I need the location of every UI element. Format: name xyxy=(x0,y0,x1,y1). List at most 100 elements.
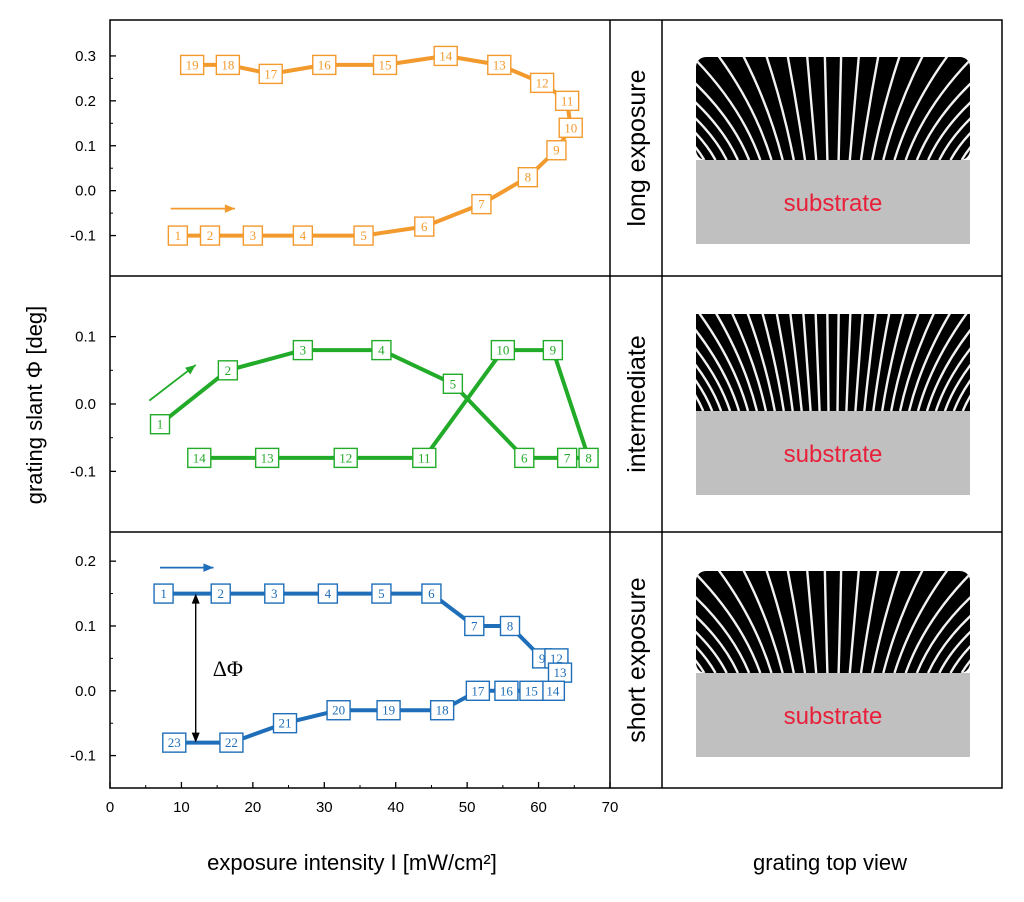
data-point: 13 xyxy=(487,54,512,76)
grating-line xyxy=(814,314,821,411)
point-marker xyxy=(578,447,599,469)
substrate-block xyxy=(696,673,970,757)
point-marker xyxy=(514,447,535,469)
grating-line xyxy=(961,394,970,411)
grating-background xyxy=(696,57,970,160)
point-label: 12 xyxy=(339,450,352,465)
x-tick-label: 40 xyxy=(387,799,404,816)
grating-line xyxy=(898,314,935,411)
row-label: intermediate xyxy=(623,335,651,473)
data-point: 20 xyxy=(326,700,351,721)
point-marker xyxy=(167,225,189,246)
point-label: 21 xyxy=(279,716,292,731)
direction-arrow-head xyxy=(224,204,235,213)
point-label: 6 xyxy=(428,586,435,601)
data-point: 15 xyxy=(519,680,544,701)
y-tick-label: -0.1 xyxy=(70,228,96,245)
data-point: 15 xyxy=(372,54,398,76)
point-marker xyxy=(414,216,435,237)
grating-line xyxy=(740,571,784,673)
point-label: 6 xyxy=(521,450,528,465)
grating-line xyxy=(863,314,877,411)
point-marker xyxy=(465,680,491,701)
point-label: 9 xyxy=(553,143,560,158)
grating-line xyxy=(960,571,970,673)
point-label: 18 xyxy=(436,703,449,718)
point-marker xyxy=(376,700,401,721)
point-label: 9 xyxy=(539,651,546,666)
grating-line xyxy=(746,314,776,411)
point-marker xyxy=(333,447,358,469)
point-label: 22 xyxy=(225,735,238,750)
data-point: 2 xyxy=(217,360,239,381)
data-point: 19 xyxy=(179,54,205,76)
point-marker xyxy=(179,54,205,76)
data-point: 4 xyxy=(292,225,314,246)
point-label: 2 xyxy=(217,586,224,601)
grating-line xyxy=(882,571,926,673)
point-marker xyxy=(490,339,516,361)
point-label: 12 xyxy=(536,75,549,90)
data-point: 4 xyxy=(371,339,392,361)
series-line xyxy=(158,348,591,460)
point-label: 11 xyxy=(561,93,574,108)
point-label: 7 xyxy=(471,618,478,633)
grating-line xyxy=(960,57,970,160)
point-marker xyxy=(494,680,519,701)
grating-line xyxy=(845,314,852,411)
grating-line xyxy=(696,571,762,673)
point-label: 4 xyxy=(325,586,332,601)
point-marker xyxy=(429,700,455,721)
substrate-label: substrate xyxy=(784,190,883,217)
point-label: 5 xyxy=(378,586,385,601)
data-point: 3 xyxy=(264,583,285,604)
point-label: 13 xyxy=(261,450,274,465)
data-point: 7 xyxy=(556,447,578,469)
x-tick-label: 30 xyxy=(316,799,333,816)
delta-arrow-head-bottom xyxy=(191,732,200,743)
data-point: 7 xyxy=(471,193,492,215)
grating-line xyxy=(715,57,773,160)
grating-line xyxy=(740,57,784,160)
point-label: 18 xyxy=(221,57,234,72)
point-label: 1 xyxy=(160,586,167,601)
x-tick-label: 0 xyxy=(106,799,114,816)
data-point: 1 xyxy=(167,225,189,246)
point-marker xyxy=(529,72,555,94)
grating-line xyxy=(938,57,970,160)
point-label: 19 xyxy=(382,703,395,718)
point-marker xyxy=(215,54,241,76)
grating-line xyxy=(952,379,970,411)
point-label: 5 xyxy=(450,376,457,391)
data-point: 11 xyxy=(554,90,580,112)
grating-line xyxy=(696,571,751,673)
point-label: 14 xyxy=(439,48,453,63)
point-marker xyxy=(556,447,578,469)
point-marker xyxy=(499,615,521,637)
grating-background xyxy=(696,571,970,673)
grating-top-views: substrate substrate substrate xyxy=(696,57,970,757)
grating-line xyxy=(871,571,902,673)
data-point: 5 xyxy=(353,225,374,246)
grating-line xyxy=(696,571,728,673)
y-tick-label: 0.1 xyxy=(75,329,96,346)
grating-line xyxy=(805,57,818,160)
grating-line xyxy=(904,57,970,160)
point-label: 3 xyxy=(250,228,257,243)
grating-line xyxy=(696,328,741,411)
grating-line xyxy=(881,314,905,411)
data-point: 1 xyxy=(149,414,171,435)
data-point: 14 xyxy=(187,447,212,469)
point-label: 16 xyxy=(318,57,332,72)
substrate-label: substrate xyxy=(784,703,883,730)
grating-line xyxy=(805,571,818,673)
y-axis-title: grating slant Φ [deg] xyxy=(22,306,47,505)
point-marker xyxy=(412,447,437,469)
point-marker xyxy=(242,225,264,246)
point-label: 10 xyxy=(496,343,509,358)
point-label: 1 xyxy=(175,228,182,243)
point-label: 20 xyxy=(332,703,345,718)
x-tick-label: 70 xyxy=(602,799,619,816)
